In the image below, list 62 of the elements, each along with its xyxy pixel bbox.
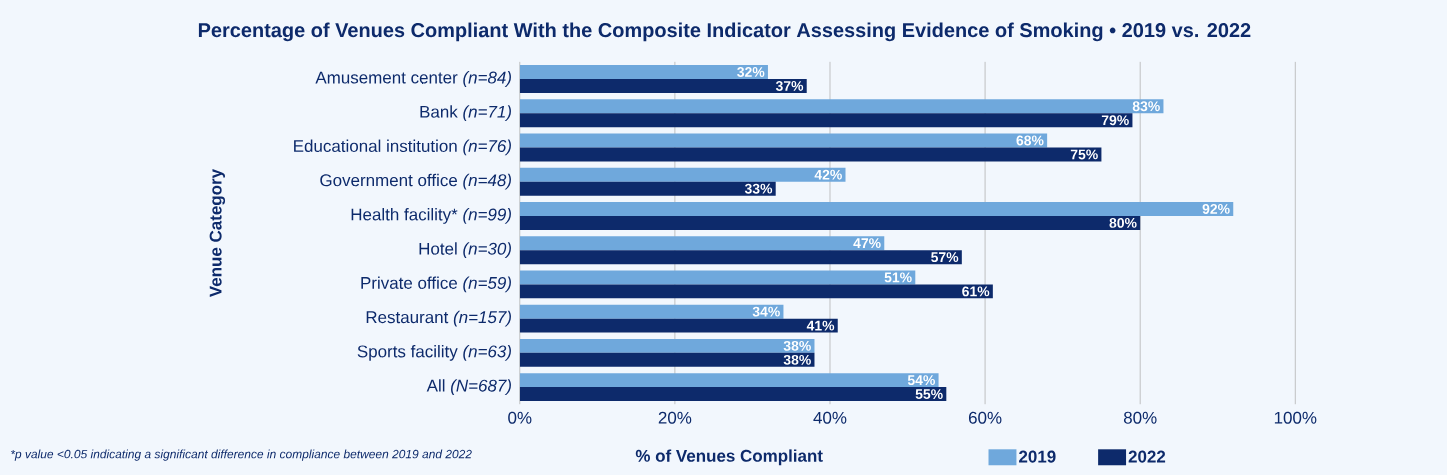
y-tick-label: Hotel (n=30) [419,242,511,259]
bar [519,284,993,299]
y-tick-label: Health facility* (n=99) [351,208,511,224]
bar [519,318,838,333]
x-tick-label: 40% [813,411,847,424]
bar [519,215,1141,230]
data-label: 75% [1070,149,1098,160]
y-tick-label: Educational institution (n=76) [294,139,511,156]
bar [519,338,815,353]
y-tick-label: Restaurant (n=157) [366,310,511,327]
data-label: 61% [962,286,990,297]
data-label: 37% [775,80,804,91]
y-axis-title: Venue Category [209,169,226,298]
bar [519,352,815,367]
bar [519,78,807,93]
data-label: 55% [915,389,943,399]
x-tick-label: 0% [508,411,532,424]
legend-label: 2022 [1128,450,1166,463]
bar [519,133,1048,148]
data-label: 57% [931,252,959,263]
y-tick-label: Amusement center (n=84) [315,71,511,87]
data-label: 80% [1109,217,1137,228]
text: *p value <0.05 indicating a significant difference in compliance between 2019 and 2022 [11,449,472,461]
x-tick-label: 20% [658,411,692,424]
bar [519,167,846,182]
data-label: 92% [1202,203,1230,214]
bar [519,270,916,285]
x-axis-title: % of Venues Compliant [635,449,823,466]
data-label: 47% [853,238,881,249]
bar [519,250,962,265]
bar [519,64,768,79]
data-label: 34% [752,306,780,317]
bar [519,201,1234,216]
bar [519,236,885,251]
data-label: 83% [1132,101,1160,112]
data-label: 32% [737,67,765,77]
legend-label: 2019 [1019,450,1056,463]
data-label: 38% [783,340,811,351]
x-tick-label: 80% [1123,411,1157,424]
bar [519,181,776,196]
data-label: 51% [884,272,912,283]
y-tick-label: All (N=687) [426,379,511,395]
bar [519,304,784,319]
y-tick-label: Government office (n=48) [320,173,511,190]
bar [519,373,939,388]
data-label: 68% [1016,135,1044,146]
data-label: 33% [744,183,773,194]
data-label: 54% [907,375,935,386]
bar [519,113,1133,128]
bar [519,147,1102,162]
chart-title: Percentage of Venues Compliant With the Composite Indicator Assessing Evidence of Smoking • 2019 vs. 2022 [198,22,1251,42]
y-tick-label: Private office (n=59) [361,276,511,293]
bar [519,99,1164,114]
y-tick-label: Bank (n=71) [420,105,511,122]
x-tick-label: 60% [968,411,1002,424]
x-tick-label: 100% [1274,411,1317,424]
data-label: 41% [806,320,835,331]
data-label: 42% [814,169,842,180]
y-tick-label: Sports facility (n=63) [357,344,511,361]
data-label: 79% [1101,115,1129,126]
bar [519,387,947,402]
data-label: 38% [783,354,811,365]
